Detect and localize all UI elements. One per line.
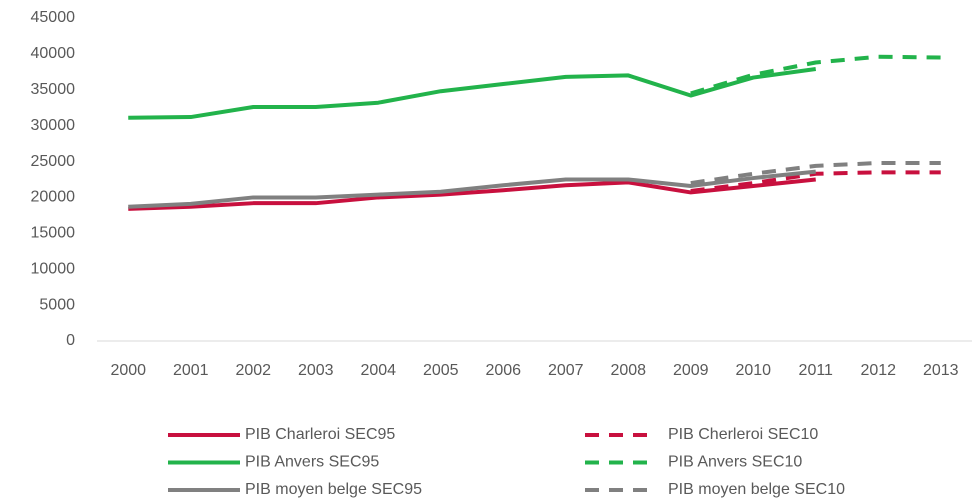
legend-label: PIB moyen belge SEC95 <box>245 481 422 498</box>
series-line <box>128 169 816 209</box>
x-tick-label: 2011 <box>799 362 834 379</box>
x-tick-label: 2010 <box>735 362 771 379</box>
x-tick-label: 2008 <box>610 362 646 379</box>
x-tick-label: 2012 <box>860 362 896 379</box>
legend-label: PIB Charleroi SEC95 <box>245 426 395 443</box>
x-tick-label: 2003 <box>298 362 334 379</box>
y-tick-label: 45000 <box>31 9 76 26</box>
y-tick-label: 35000 <box>31 81 76 98</box>
y-tick-label: 30000 <box>31 117 76 134</box>
x-tick-label: 2002 <box>235 362 271 379</box>
y-tick-label: 40000 <box>31 45 76 62</box>
legend-label: PIB Cherleroi SEC10 <box>668 426 818 443</box>
legend-label: PIB Anvers SEC95 <box>245 454 379 471</box>
legend-label: PIB Anvers SEC10 <box>668 454 802 471</box>
x-tick-label: 2004 <box>360 362 396 379</box>
y-tick-label: 5000 <box>39 296 75 313</box>
x-tick-label: 2006 <box>485 362 521 379</box>
series-line <box>690 170 941 193</box>
y-tick-label: 20000 <box>31 189 76 206</box>
x-tick-label: 2009 <box>673 362 709 379</box>
x-tick-label: 2001 <box>173 362 209 379</box>
x-tick-label: 2013 <box>923 362 959 379</box>
y-tick-label: 0 <box>66 332 75 349</box>
y-tick-label: 25000 <box>31 153 76 170</box>
x-tick-label: 2000 <box>110 362 146 379</box>
x-tick-label: 2007 <box>548 362 584 379</box>
y-tick-label: 10000 <box>31 260 76 277</box>
legend-label: PIB moyen belge SEC10 <box>668 481 845 498</box>
series-line <box>128 66 817 120</box>
series-line <box>690 160 941 186</box>
series-line <box>690 54 941 96</box>
y-tick-label: 15000 <box>31 225 76 242</box>
x-tick-label: 2005 <box>423 362 459 379</box>
